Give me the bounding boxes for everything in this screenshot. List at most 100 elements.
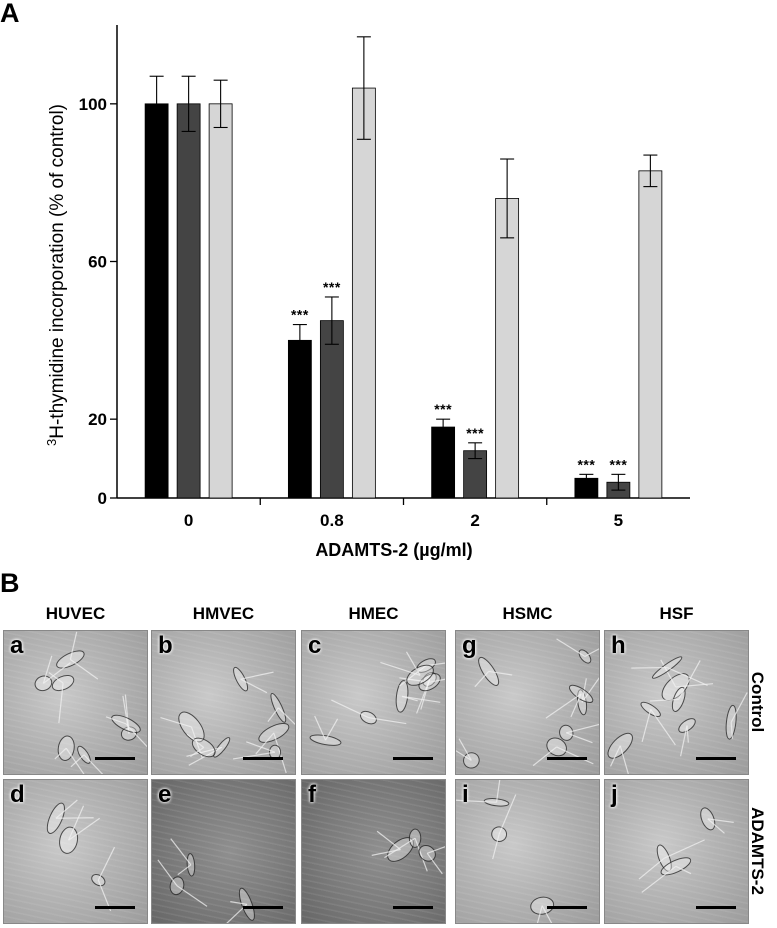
micrograph-texture [4,631,147,774]
y-tick-label: 0 [98,489,107,508]
cell-process [532,746,558,767]
cell-process [566,723,599,734]
cell-process [456,750,472,761]
subpanel-letter: a [10,632,24,659]
column-header: HUVEC [45,604,106,623]
scale-bar [393,906,433,909]
cell-process [650,709,676,746]
cell-outlines [456,638,599,769]
micrograph-panel: d [3,779,148,924]
cell-process [492,834,500,860]
cell-outlines [607,656,748,774]
cell-process [160,717,192,728]
cell-body [568,684,594,704]
cell-process [581,677,599,703]
cell-process [70,658,99,680]
subpanel-letter: i [462,781,469,808]
cell-process [68,817,101,841]
scale-bar [696,906,736,909]
y-axis-title-superscript: 3 [44,439,59,446]
scale-bar [547,906,587,909]
subpanel-letter: f [308,781,316,808]
cell-process [55,799,78,819]
cell-process [638,857,665,880]
cell-body [578,649,592,664]
scale-bar [95,906,135,909]
micrograph-panel: a [3,630,148,775]
cell-process [58,682,64,724]
cell-process [425,662,445,667]
cell-process [619,745,629,774]
cell-process [675,683,714,688]
micrograph-panel: h [604,630,749,775]
cell-process [230,901,247,905]
y-axis-title: 3H-thymidine incorporation (% of control… [44,104,68,446]
cell-process [398,665,427,687]
cell-process [666,667,708,686]
cell-process [541,905,553,923]
cell-process [190,746,205,757]
cell-process [380,661,421,676]
subpanel-letter: c [308,632,322,659]
significance-label: *** [466,425,484,441]
micrograph-panel: f [301,779,446,924]
cell-process [679,725,688,757]
cell-process [246,741,276,753]
cell-process [707,818,734,823]
cell-process [429,678,445,683]
cell-process [556,638,586,657]
scale-bar [547,757,587,760]
cell-process [70,754,85,768]
cell-process [427,846,445,854]
micrograph-texture [605,780,748,923]
cell-process [54,747,67,760]
cell-outlines [160,666,295,774]
cell-process [97,846,116,881]
cell-process [401,695,441,703]
x-tick-label: 0 [184,511,193,530]
cell-process [556,746,594,765]
cell-process [314,715,327,741]
bar [287,339,312,499]
y-tick-label: 20 [88,410,107,429]
panel-b-label: B [0,568,20,598]
cell-process [43,662,71,684]
significance-label: *** [609,456,627,472]
y-axis-title-text: H-thymidine incorporation (% of control) [47,104,68,439]
cell-process [405,651,421,676]
cell-process [584,648,599,657]
cell-outlines [371,828,445,875]
cell-body [478,656,500,686]
cell-outlines [638,807,734,893]
cell-body [309,734,342,746]
cell-process [545,693,582,719]
scale-bar [243,906,283,909]
cell-process [240,671,274,680]
x-tick-label: 0.8 [320,511,344,530]
bar [351,87,376,499]
micrograph-panel: g [455,630,600,775]
cell-process [69,631,78,660]
panel-a-label: A [0,0,20,28]
x-axis-title: ADAMTS-2 (µg/ml) [315,540,472,560]
cell-process [42,655,53,684]
bar [431,426,456,499]
cell-process [609,745,621,767]
row-label: Control [748,671,768,733]
cell-process [105,716,127,725]
cell-process [83,754,104,774]
subpanel-letter: d [10,781,25,808]
cell-process [678,660,701,700]
bar [319,320,344,499]
bar-chart: A 3H-thymidine incorporation (% of contr… [0,0,690,560]
bar [638,170,663,499]
cell-process [55,817,94,819]
micrograph-panel: j [604,779,749,924]
cell-process [730,722,734,739]
micrograph-texture [605,631,748,774]
cell-process [125,723,147,748]
cell-process [232,751,276,760]
cell-body [233,666,249,692]
bar [495,198,520,499]
cell-process [368,717,407,725]
